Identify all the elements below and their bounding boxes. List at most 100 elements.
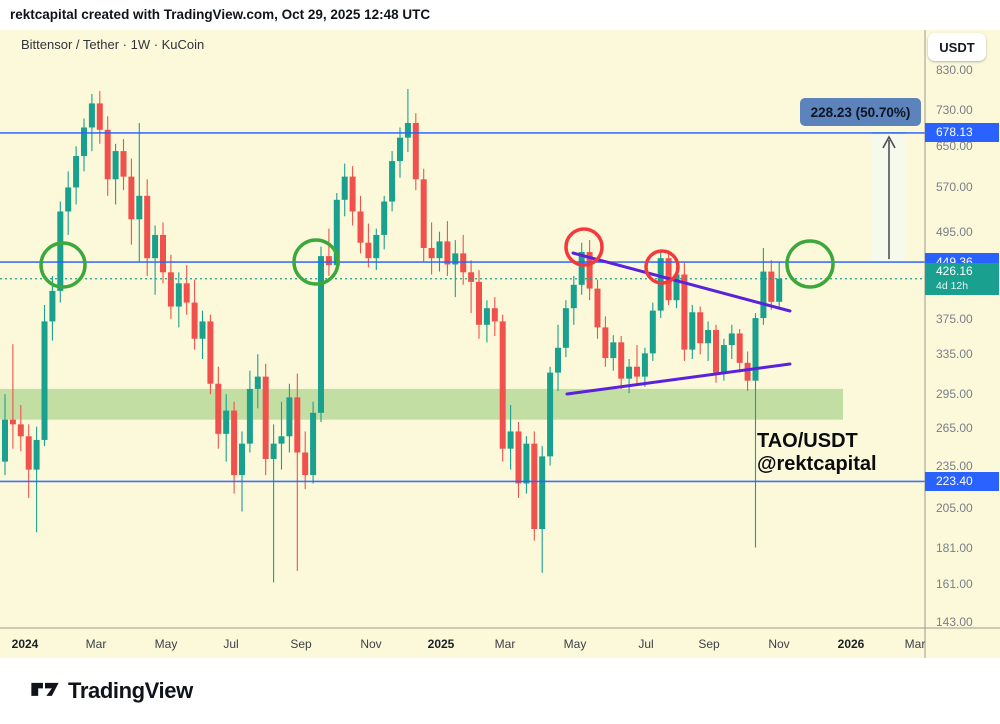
candle-body [349, 176, 356, 212]
candle-body [610, 342, 617, 359]
candle-body [705, 329, 712, 344]
time-tick-label: Mar [85, 637, 107, 651]
candle-body [681, 274, 688, 350]
candle-body [57, 211, 64, 291]
candle-body [673, 274, 680, 301]
candle-body [412, 122, 419, 180]
candle-body [65, 187, 72, 212]
candle-body [191, 302, 198, 339]
candle-body [112, 151, 119, 180]
green-circle-annotation [292, 238, 340, 286]
candle-body [720, 345, 727, 373]
candle-body [436, 241, 443, 259]
candle-body [555, 347, 561, 373]
candle-body [341, 176, 348, 200]
candle-body [136, 195, 143, 220]
candle-body [641, 353, 648, 377]
candle-body [452, 253, 459, 265]
candle-body [420, 179, 427, 249]
candle-body [215, 383, 222, 434]
candle-body [81, 127, 87, 157]
candle-body [586, 252, 593, 289]
candle-body [33, 439, 40, 470]
candle-body [160, 234, 166, 273]
candle-body [96, 103, 103, 130]
candle-body [199, 321, 206, 339]
candle-body [128, 176, 135, 220]
candle-body [270, 443, 277, 459]
candle-body [760, 271, 767, 319]
candle-body [381, 201, 388, 235]
candle-body [562, 308, 569, 348]
time-tick-label: Nov [360, 637, 382, 651]
candle-body [325, 256, 332, 266]
candle-body [578, 252, 585, 285]
candle-body [602, 327, 609, 359]
support-zone [0, 388, 843, 420]
time-tick-label: Mar [904, 637, 926, 651]
candle-body [254, 376, 261, 389]
time-tick-label: 2026 [837, 637, 865, 651]
candle-body [389, 161, 396, 202]
candle-body [397, 137, 403, 162]
candle-countdown: 4d 12h [936, 279, 969, 292]
candle-body [649, 310, 656, 354]
time-tick-label: 2024 [11, 637, 39, 651]
candle-body [744, 362, 751, 381]
candle-body [88, 103, 95, 128]
time-tick-label: Sep [698, 637, 720, 651]
candle-body [491, 308, 498, 322]
candle-body [499, 321, 506, 449]
price-tick-label: 295.00 [936, 387, 973, 402]
candle-body [626, 366, 633, 379]
candle-body [2, 419, 8, 462]
red-circle-annotation [644, 249, 680, 285]
price-range-measure-label[interactable]: 228.23 (50.70%) [800, 98, 921, 126]
price-tick-label: 650.00 [936, 139, 973, 154]
candle-body [539, 456, 546, 530]
candle-body [9, 419, 16, 425]
time-tick-label: Nov [768, 637, 790, 651]
candle-body [713, 329, 719, 373]
candle-body [570, 284, 577, 309]
watermark-symbol: TAO/USDT [757, 430, 858, 452]
candle-body [262, 376, 269, 459]
price-tick-label: 205.00 [936, 501, 973, 516]
candle-body [183, 283, 190, 303]
symbol-legend[interactable]: Bittensor / Tether · 1W · KuCoin [21, 37, 205, 52]
candle-body [17, 424, 24, 437]
candle-body [404, 122, 411, 138]
candle-body [73, 156, 80, 188]
price-tick-label: 375.00 [936, 311, 973, 326]
green-circle-annotation [785, 239, 835, 289]
price-tick-label: 265.00 [936, 420, 973, 435]
price-tick-label: 335.00 [936, 347, 973, 362]
candle-body [223, 410, 230, 434]
candle-body [357, 211, 364, 243]
footer-bar: TradingView [0, 658, 1000, 724]
candle-body [768, 271, 775, 302]
candle-body [507, 431, 514, 449]
candle-body [318, 256, 324, 413]
candle-body [736, 333, 743, 363]
candle-body [634, 366, 640, 377]
tradingview-logo-text: TradingView [68, 678, 193, 703]
candle-body [239, 443, 245, 476]
time-tick-label: May [154, 637, 178, 651]
trendline [571, 251, 792, 313]
currency-toggle-button[interactable]: USDT [928, 33, 986, 61]
time-tick-label: Mar [494, 637, 516, 651]
watermark-handle: @rektcapital [757, 453, 877, 475]
candle-body [728, 333, 735, 346]
candle-body [246, 388, 253, 444]
time-tick-label: Jul [223, 637, 239, 651]
candle-body [697, 312, 704, 344]
candle-body [618, 342, 625, 379]
price-tick-label: 730.00 [936, 102, 973, 117]
candle-body [231, 410, 238, 476]
price-tick-label: 235.00 [936, 458, 973, 473]
candle-body [104, 129, 111, 180]
price-tick-label: 830.00 [936, 62, 973, 77]
